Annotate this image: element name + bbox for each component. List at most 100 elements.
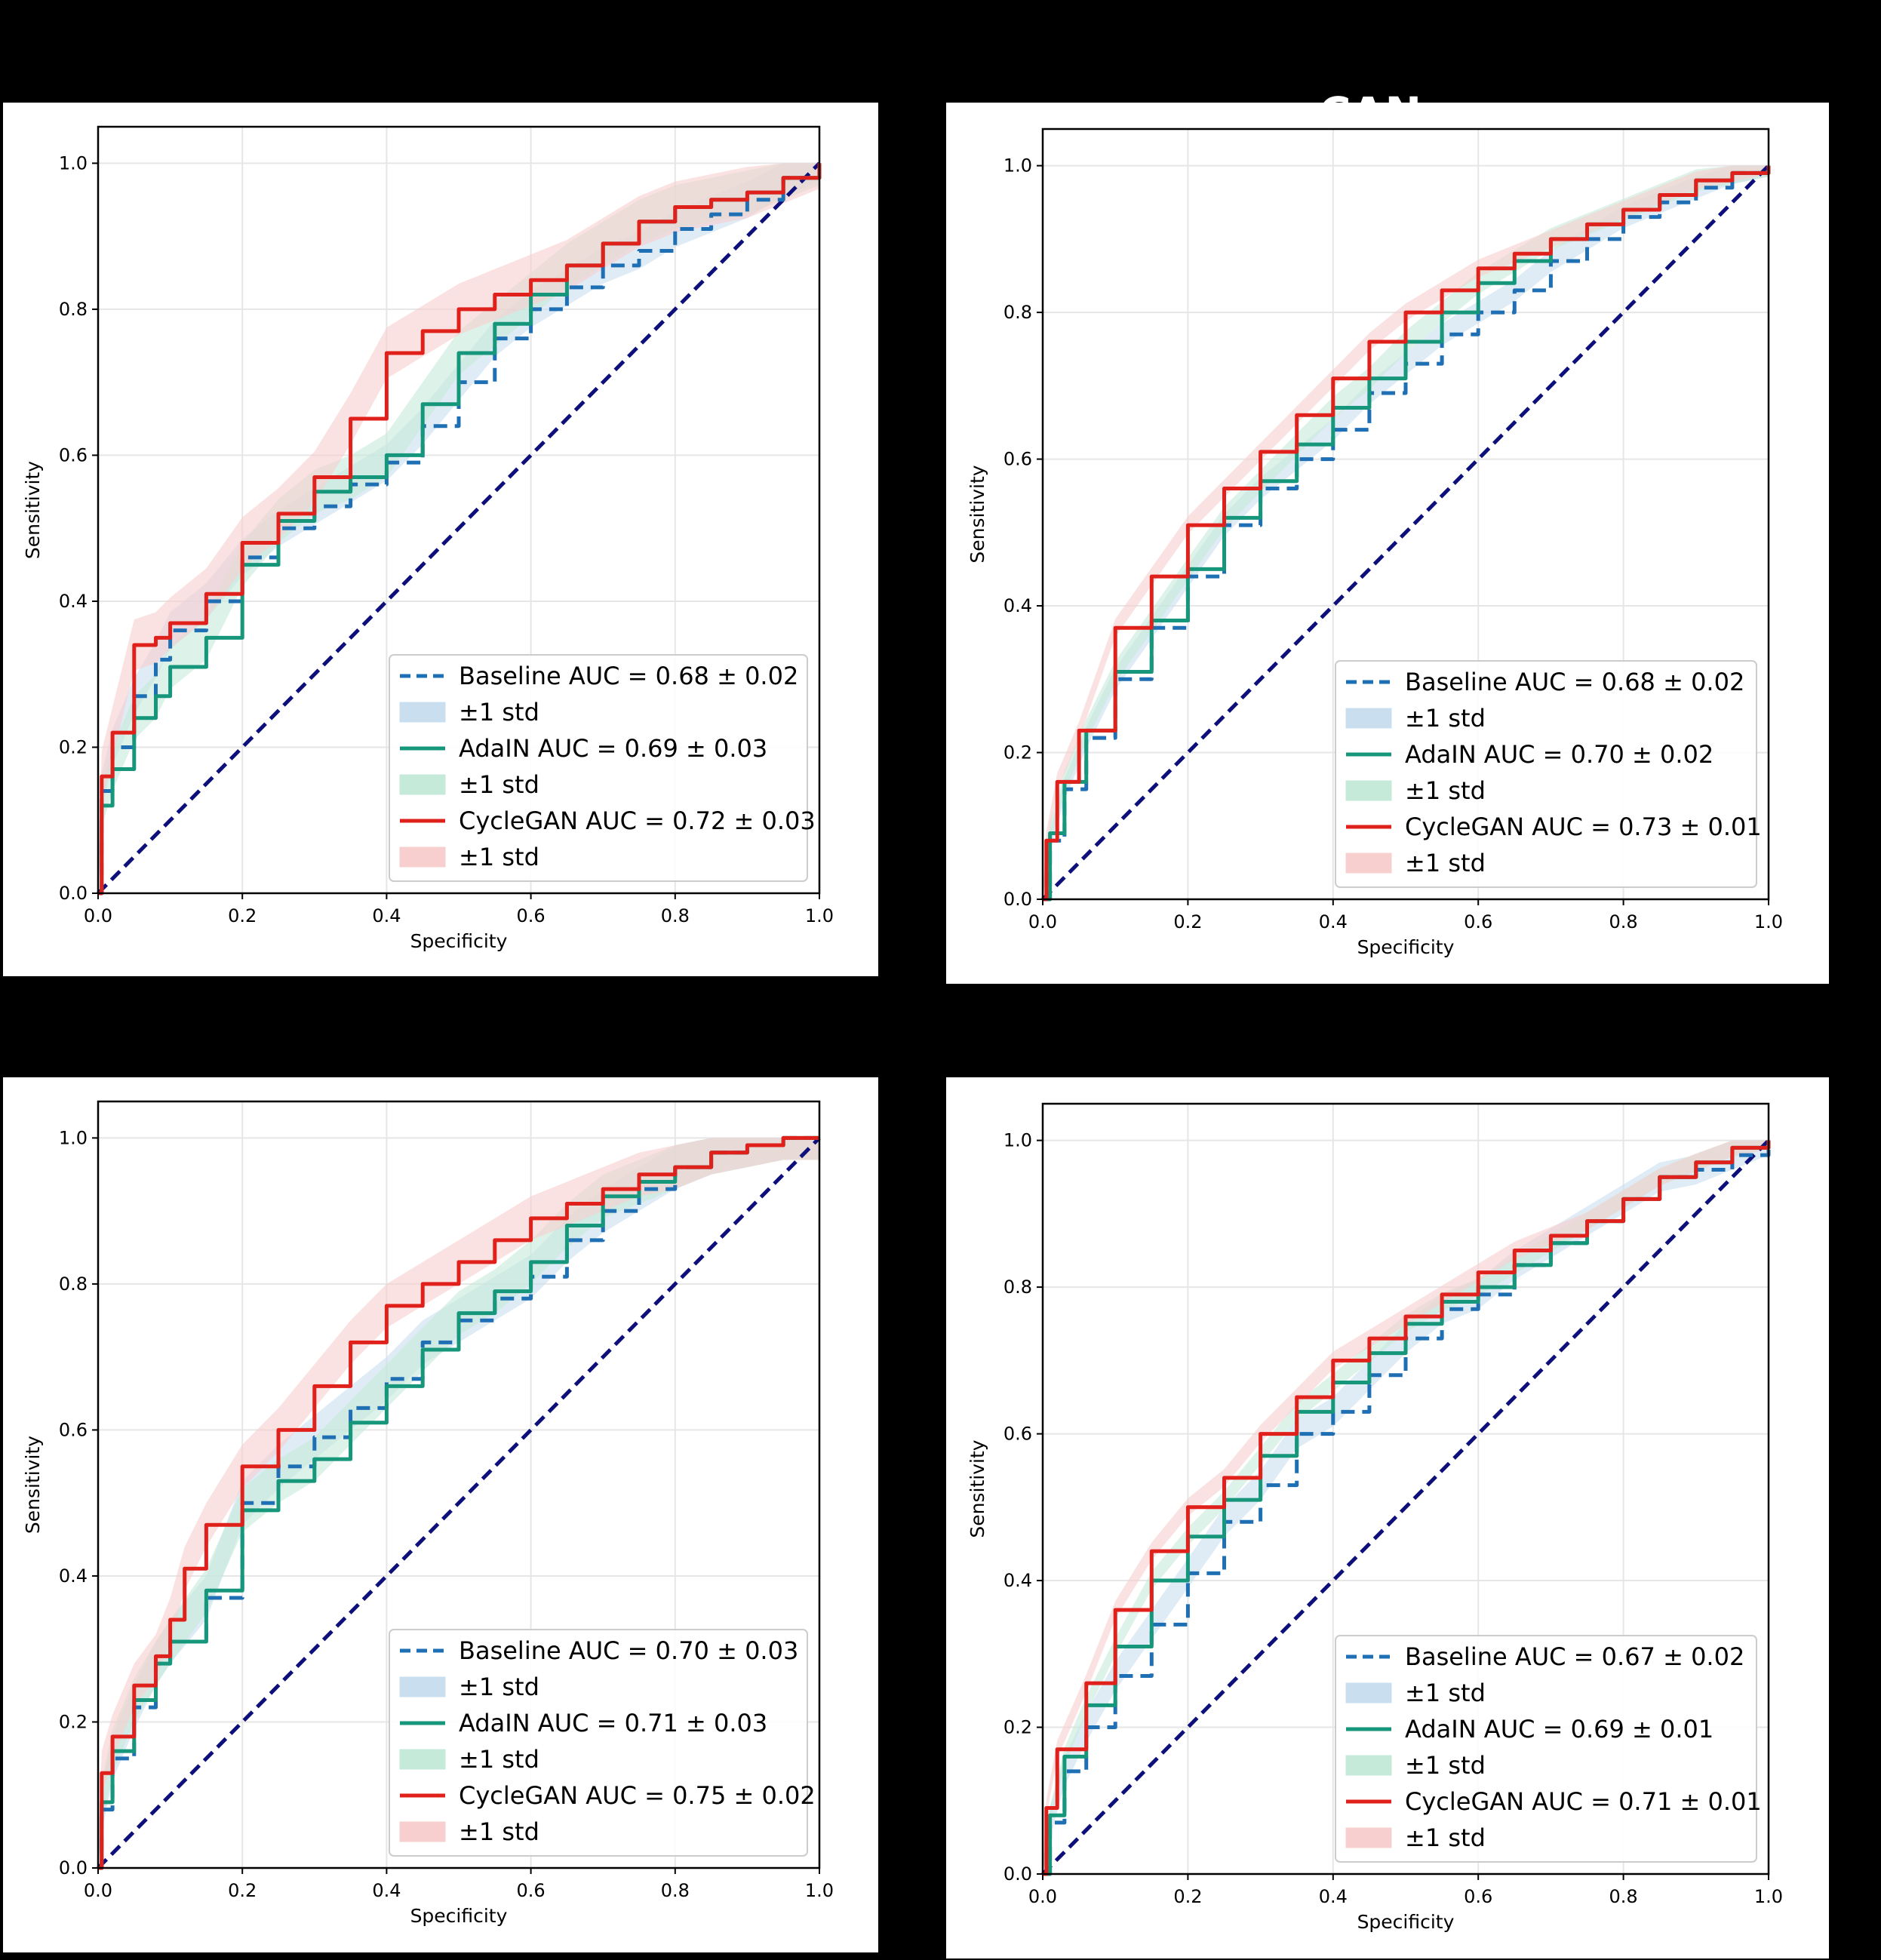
- y-tick-label: 0.6: [1004, 1424, 1032, 1445]
- plot-frame: [1041, 127, 1770, 901]
- legend-band-label: ±1 std: [459, 698, 539, 727]
- chance-diagonal-line: [1041, 164, 1770, 901]
- y-tick-label: 0.2: [1004, 742, 1032, 763]
- legend-box: [389, 654, 808, 882]
- x-tick-label: 0.2: [228, 905, 257, 926]
- x-tick-label: 0.0: [84, 905, 112, 926]
- y-tick-label: 0.8: [59, 1273, 88, 1295]
- y-tick-label: 0.4: [59, 591, 88, 612]
- x-axis-label: Specificity: [410, 1905, 508, 1927]
- x-tick-label: 0.8: [661, 1880, 690, 1901]
- legend-label-cyclegan: CycleGAN AUC = 0.71 ± 0.01: [1405, 1787, 1762, 1816]
- y-axis-label: Sensitivity: [967, 1439, 988, 1538]
- y-tick-label: 0.6: [59, 444, 88, 465]
- y-tick-label: 1.0: [1004, 155, 1032, 177]
- legend-label-cyclegan: CycleGAN AUC = 0.72 ± 0.03: [459, 806, 816, 835]
- y-tick-label: 0.4: [1004, 595, 1032, 616]
- legend-band-swatch-baseline: [1345, 708, 1392, 729]
- x-tick-label: 0.4: [372, 1880, 401, 1901]
- legend-band-swatch-adain: [399, 1749, 446, 1770]
- legend-band-label: ±1 std: [459, 770, 539, 799]
- chance-diagonal-line: [97, 161, 821, 895]
- y-tick-label: 0.4: [1004, 1570, 1032, 1591]
- roc-panel-top-right: 0.0 0.2 0.4 0.6 0.8 1.0 0.0 0.2 0.4 0.6 0.8 1.0 Spec…: [946, 103, 1829, 984]
- x-axis-label: Specificity: [1357, 1911, 1455, 1933]
- roc-chart-svg: 0.0 0.2 0.4 0.6 0.8 1.0 0.0 0.2 0.4 0.6 0.8 1.0 Spec…: [967, 127, 1783, 958]
- legend-label-adain: AdaIN AUC = 0.69 ± 0.01: [1405, 1715, 1713, 1743]
- legend-band-label: ±1 std: [1405, 849, 1486, 877]
- legend-label-baseline: Baseline AUC = 0.68 ± 0.02: [459, 662, 798, 690]
- legend-band-label: ±1 std: [1405, 1823, 1486, 1852]
- y-tick-label: 0.0: [59, 1857, 88, 1879]
- x-tick-label: 1.0: [805, 905, 834, 926]
- y-tick-label: 0.2: [59, 1711, 88, 1732]
- x-tick-label: 0.0: [1028, 911, 1057, 932]
- legend-band-label: ±1 std: [459, 1817, 539, 1846]
- legend-band-swatch-cyclegan: [399, 1821, 446, 1842]
- legend-label-adain: AdaIN AUC = 0.70 ± 0.02: [1405, 740, 1713, 769]
- legend-band-label: ±1 std: [459, 843, 539, 871]
- y-tick-label: 0.2: [1004, 1717, 1032, 1738]
- roc-chart-svg: 0.0 0.2 0.4 0.6 0.8 1.0 0.0 0.2 0.4 0.6 0.8 1.0 Spec…: [967, 1102, 1783, 1933]
- x-tick-label: 0.8: [661, 905, 690, 926]
- x-tick-label: 0.6: [1464, 1886, 1492, 1907]
- legend-band-swatch-baseline: [1345, 1682, 1392, 1703]
- x-tick-label: 0.0: [1028, 1886, 1057, 1907]
- legend-band-swatch-baseline: [399, 1676, 446, 1697]
- x-tick-label: 0.6: [517, 1880, 546, 1901]
- x-tick-label: 0.2: [1173, 911, 1202, 932]
- y-tick-label: 1.0: [59, 1127, 88, 1148]
- y-tick-label: 0.6: [59, 1419, 88, 1440]
- legend-band-swatch-adain: [1345, 780, 1392, 801]
- x-tick-label: 0.8: [1609, 911, 1638, 932]
- plot-frame: [97, 125, 821, 895]
- roc-curve-cyclegan: [98, 1135, 819, 1870]
- legend-label-cyclegan: CycleGAN AUC = 0.73 ± 0.01: [1405, 813, 1762, 841]
- y-tick-label: 0.8: [1004, 1276, 1032, 1298]
- x-tick-label: 0.6: [1464, 911, 1492, 932]
- y-tick-label: 0.6: [1004, 449, 1032, 470]
- roc-curve-cyclegan: [1043, 1140, 1771, 1876]
- y-tick-label: 0.4: [59, 1565, 88, 1587]
- roc-curve-cyclegan: [1043, 165, 1771, 902]
- plot-frame: [97, 1100, 821, 1869]
- y-tick-label: 0.0: [59, 883, 88, 904]
- x-tick-label: 1.0: [1754, 911, 1783, 932]
- chance-diagonal-line: [1041, 1138, 1770, 1876]
- x-tick-label: 0.0: [84, 1880, 112, 1901]
- y-tick-label: 0.2: [59, 736, 88, 757]
- y-axis-label: Sensitivity: [22, 461, 44, 559]
- y-tick-label: 1.0: [1004, 1130, 1032, 1151]
- plot-frame: [1041, 1102, 1770, 1876]
- chance-diagonal-line: [97, 1136, 821, 1869]
- legend-label-cyclegan: CycleGAN AUC = 0.75 ± 0.02: [459, 1781, 816, 1810]
- legend-band-label: ±1 std: [1405, 1679, 1486, 1707]
- roc-curve-baseline: [98, 163, 822, 896]
- legend-band-label: ±1 std: [1405, 776, 1486, 805]
- y-tick-label: 0.8: [1004, 302, 1032, 323]
- legend-label-adain: AdaIN AUC = 0.69 ± 0.03: [459, 734, 767, 763]
- x-tick-label: 0.2: [1173, 1886, 1202, 1907]
- x-tick-label: 0.4: [1319, 1886, 1348, 1907]
- x-tick-label: 0.4: [1319, 911, 1348, 932]
- y-axis-label: Sensitivity: [967, 465, 988, 563]
- legend-band-swatch-adain: [399, 774, 446, 795]
- legend-band-label: ±1 std: [1405, 704, 1486, 733]
- x-tick-label: 1.0: [1754, 1886, 1783, 1907]
- x-tick-label: 1.0: [805, 1880, 834, 1901]
- legend-box: [1335, 660, 1757, 888]
- legend-label-adain: AdaIN AUC = 0.71 ± 0.03: [459, 1709, 767, 1737]
- x-tick-label: 0.6: [517, 905, 546, 926]
- y-axis-label: Sensitivity: [22, 1436, 44, 1534]
- x-tick-label: 0.8: [1609, 1886, 1638, 1907]
- legend-band-swatch-cyclegan: [399, 846, 446, 868]
- legend-band-label: ±1 std: [459, 1673, 539, 1701]
- legend-box: [389, 1629, 808, 1857]
- x-axis-label: Specificity: [1357, 936, 1455, 958]
- y-tick-label: 1.0: [59, 152, 88, 174]
- roc-chart-svg: 0.0 0.2 0.4 0.6 0.8 1.0 0.0 0.2 0.4 0.6 0.8 1.0 Spec…: [22, 125, 834, 952]
- x-tick-label: 0.2: [228, 1880, 257, 1901]
- legend-label-baseline: Baseline AUC = 0.67 ± 0.02: [1405, 1642, 1744, 1671]
- legend-band-swatch-baseline: [399, 702, 446, 723]
- roc-panel-top-left: 0.0 0.2 0.4 0.6 0.8 1.0 0.0 0.2 0.4 0.6 0.8 1.0 Spec…: [3, 103, 878, 976]
